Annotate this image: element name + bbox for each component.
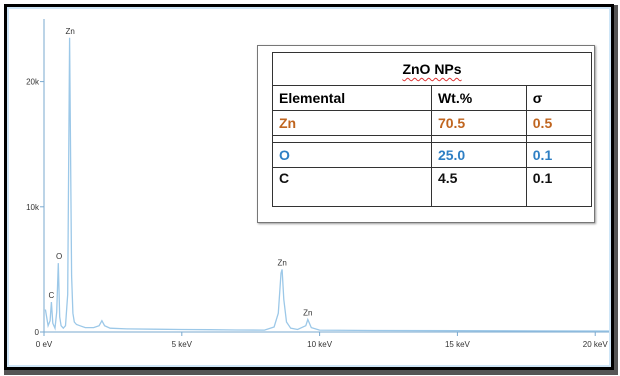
spectrum-line <box>44 37 610 332</box>
row-sigma: 0.1 <box>525 142 593 168</box>
x-tick-label: 5 keV <box>172 340 193 349</box>
row-element: C <box>272 167 432 207</box>
peak-label: Zn <box>277 258 286 267</box>
y-tick-label: 20k <box>26 78 40 87</box>
header-sigma: σ <box>525 85 593 111</box>
spectrum-frame: 0 10k 20k 0 eV 5 keV 10 keV 15 keV 20 keV Zn O C… <box>4 4 614 370</box>
table-row: Zn 70.5 0.5 <box>272 110 593 136</box>
composition-table: ZnO NPs Elemental Wt.% σ Zn 70.5 0.5 O 2… <box>272 52 593 207</box>
y-tick-label: 10k <box>26 203 40 212</box>
peak-label: O <box>56 252 62 261</box>
header-wt: Wt.% <box>430 85 527 111</box>
table-row: O 25.0 0.1 <box>272 142 593 168</box>
header-elemental: Elemental <box>272 85 432 111</box>
peak-label: C <box>49 291 55 300</box>
x-tick-label: 15 keV <box>445 340 471 349</box>
peak-label: Zn <box>66 27 75 36</box>
row-element: O <box>272 142 432 168</box>
row-wt: 4.5 <box>430 167 527 207</box>
row-sigma: 0.5 <box>525 110 593 136</box>
x-tick-label: 0 eV <box>36 340 53 349</box>
y-tick-label: 0 <box>35 328 40 337</box>
x-tick-label: 20 keV <box>583 340 609 349</box>
x-tick-label: 10 keV <box>307 340 333 349</box>
row-wt: 25.0 <box>430 142 527 168</box>
table-row: C 4.5 0.1 <box>272 167 593 207</box>
row-element: Zn <box>272 110 432 136</box>
row-wt: 70.5 <box>430 110 527 136</box>
composition-table-panel: ZnO NPs Elemental Wt.% σ Zn 70.5 0.5 O 2… <box>257 45 595 223</box>
row-sigma: 0.1 <box>525 167 593 207</box>
table-title: ZnO NPs <box>272 52 592 86</box>
peak-label: Zn <box>303 308 312 317</box>
